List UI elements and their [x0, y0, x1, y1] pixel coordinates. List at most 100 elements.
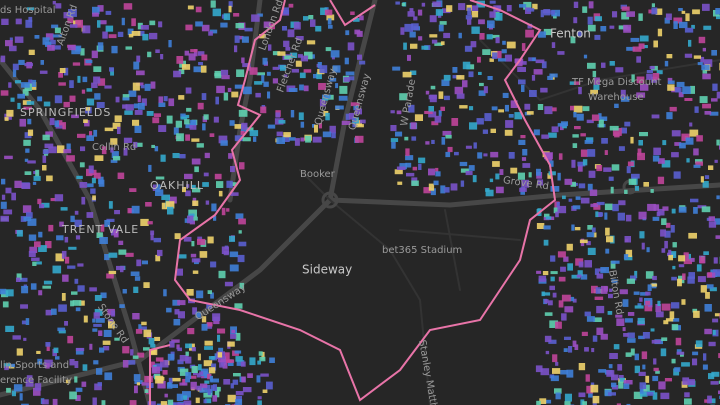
building	[127, 360, 136, 365]
building	[91, 50, 98, 59]
building	[536, 270, 542, 274]
building	[502, 40, 506, 45]
building	[110, 147, 114, 153]
building	[653, 358, 657, 365]
building	[641, 351, 648, 360]
building	[110, 159, 118, 163]
building	[217, 356, 227, 363]
building	[459, 105, 468, 109]
building	[655, 304, 661, 312]
building	[43, 280, 53, 285]
building	[578, 87, 582, 95]
building	[27, 129, 34, 136]
building	[172, 402, 181, 405]
building	[35, 169, 40, 177]
building	[628, 178, 637, 185]
building	[673, 171, 681, 179]
building	[668, 249, 672, 256]
building	[19, 393, 23, 401]
building	[344, 57, 349, 65]
building	[573, 17, 578, 24]
building	[338, 95, 348, 101]
building	[619, 289, 628, 295]
building	[98, 330, 103, 336]
building	[712, 83, 718, 91]
building	[568, 198, 573, 202]
building	[549, 160, 554, 167]
building	[718, 390, 720, 395]
building	[483, 86, 488, 94]
building	[201, 24, 210, 32]
building	[55, 356, 60, 360]
building	[339, 85, 348, 94]
building	[300, 121, 305, 128]
building	[216, 85, 225, 94]
building	[345, 71, 355, 76]
building	[155, 375, 164, 384]
building	[444, 187, 450, 193]
building	[75, 235, 81, 240]
building	[650, 189, 654, 193]
building	[223, 250, 229, 256]
building	[134, 380, 143, 384]
building	[535, 365, 543, 373]
building	[318, 83, 326, 90]
building	[160, 359, 169, 368]
building	[567, 263, 573, 271]
building	[452, 67, 458, 73]
building	[395, 131, 403, 137]
building	[405, 155, 414, 161]
building	[645, 300, 651, 305]
building	[173, 70, 182, 78]
building	[95, 318, 105, 323]
building	[674, 142, 682, 146]
building	[443, 32, 451, 39]
building	[13, 384, 23, 392]
building	[432, 1, 441, 7]
building	[37, 96, 43, 102]
building	[191, 258, 201, 263]
building	[234, 35, 240, 43]
building	[89, 343, 93, 350]
building	[644, 304, 653, 312]
building	[651, 7, 658, 15]
place-label: erence Facility	[0, 375, 72, 386]
building	[592, 335, 598, 342]
building	[699, 96, 708, 103]
building	[191, 241, 195, 247]
building	[114, 337, 120, 341]
building	[443, 74, 451, 81]
building	[39, 70, 48, 74]
building	[610, 260, 616, 269]
building	[522, 163, 531, 168]
building	[542, 292, 551, 296]
building	[128, 33, 134, 38]
building	[193, 66, 202, 73]
building	[212, 8, 221, 17]
building	[578, 363, 586, 371]
building	[543, 9, 551, 16]
building	[39, 204, 45, 209]
building	[178, 254, 187, 259]
building	[210, 378, 219, 383]
building	[558, 153, 563, 160]
building	[92, 195, 96, 201]
building	[642, 384, 650, 392]
building	[624, 189, 628, 194]
building	[130, 271, 140, 276]
building	[560, 124, 564, 131]
building	[623, 333, 629, 337]
building	[469, 122, 478, 130]
building	[303, 85, 309, 92]
building	[155, 176, 165, 180]
building	[54, 95, 63, 104]
building	[27, 218, 37, 226]
building	[179, 368, 189, 376]
building	[22, 89, 29, 96]
place-label: OAKHILL	[150, 179, 204, 192]
building	[641, 388, 647, 395]
building	[12, 335, 21, 340]
building	[618, 200, 626, 206]
building	[68, 9, 77, 17]
building	[557, 172, 561, 181]
